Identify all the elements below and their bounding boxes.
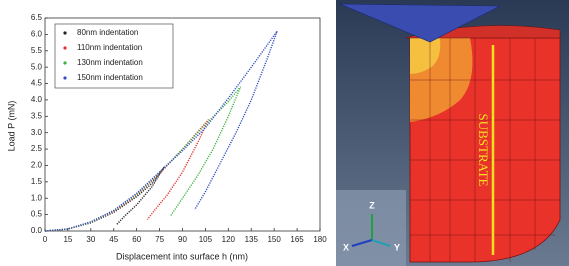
y-tick-label: 2.0 bbox=[31, 161, 43, 170]
triad-label: Z bbox=[369, 200, 375, 210]
y-axis-label: Load P (mN) bbox=[6, 101, 16, 152]
legend-label: 150nm indentation bbox=[77, 73, 143, 82]
y-tick-label: 2.5 bbox=[31, 144, 43, 153]
y-tick-label: 1.5 bbox=[31, 177, 43, 186]
triad-label: X bbox=[343, 242, 349, 252]
y-tick-label: 3.5 bbox=[31, 111, 43, 120]
x-tick-label: 180 bbox=[313, 235, 327, 244]
x-tick-label: 75 bbox=[155, 235, 164, 244]
y-tick-label: 6.5 bbox=[31, 13, 43, 22]
legend-marker bbox=[63, 61, 66, 64]
x-tick-label: 135 bbox=[245, 235, 259, 244]
fem-render: SUBSTRATE Z X Y bbox=[336, 0, 569, 266]
x-axis-label: Displacement into surface h (nm) bbox=[116, 251, 248, 261]
y-tick-label: 4.0 bbox=[31, 95, 43, 104]
y-tick-label: 0.5 bbox=[31, 210, 43, 219]
series-line bbox=[45, 167, 164, 231]
x-tick-label: 90 bbox=[178, 235, 187, 244]
x-tick-label: 0 bbox=[43, 235, 48, 244]
legend-label: 110nm indentation bbox=[77, 43, 142, 52]
substrate-label: SUBSTRATE bbox=[476, 114, 491, 187]
legend-label: 130nm indentation bbox=[77, 58, 143, 67]
legend-marker bbox=[63, 31, 66, 34]
series-line bbox=[45, 87, 241, 231]
y-tick-label: 5.0 bbox=[31, 62, 43, 71]
x-tick-label: 15 bbox=[63, 235, 72, 244]
x-tick-label: 60 bbox=[132, 235, 141, 244]
x-tick-label: 45 bbox=[109, 235, 118, 244]
y-tick-label: 3.0 bbox=[31, 128, 43, 137]
legend-marker bbox=[63, 76, 66, 79]
y-tick-label: 4.5 bbox=[31, 79, 43, 88]
y-tick-label: 6.0 bbox=[31, 29, 43, 38]
x-tick-label: 165 bbox=[290, 235, 304, 244]
series-line bbox=[45, 120, 209, 231]
legend-label: 80nm indentation bbox=[77, 28, 138, 37]
figure: SUBSTRATE Z X Y Displacement into surfac… bbox=[0, 0, 569, 266]
x-tick-label: 30 bbox=[86, 235, 95, 244]
x-tick-label: 105 bbox=[199, 235, 213, 244]
y-tick-label: 0.0 bbox=[31, 226, 43, 235]
triad-label: Y bbox=[394, 242, 400, 252]
x-tick-label: 150 bbox=[267, 235, 281, 244]
x-tick-label: 120 bbox=[222, 235, 236, 244]
y-tick-label: 5.5 bbox=[31, 46, 43, 55]
y-tick-label: 1.0 bbox=[31, 193, 43, 202]
legend-marker bbox=[63, 46, 66, 49]
